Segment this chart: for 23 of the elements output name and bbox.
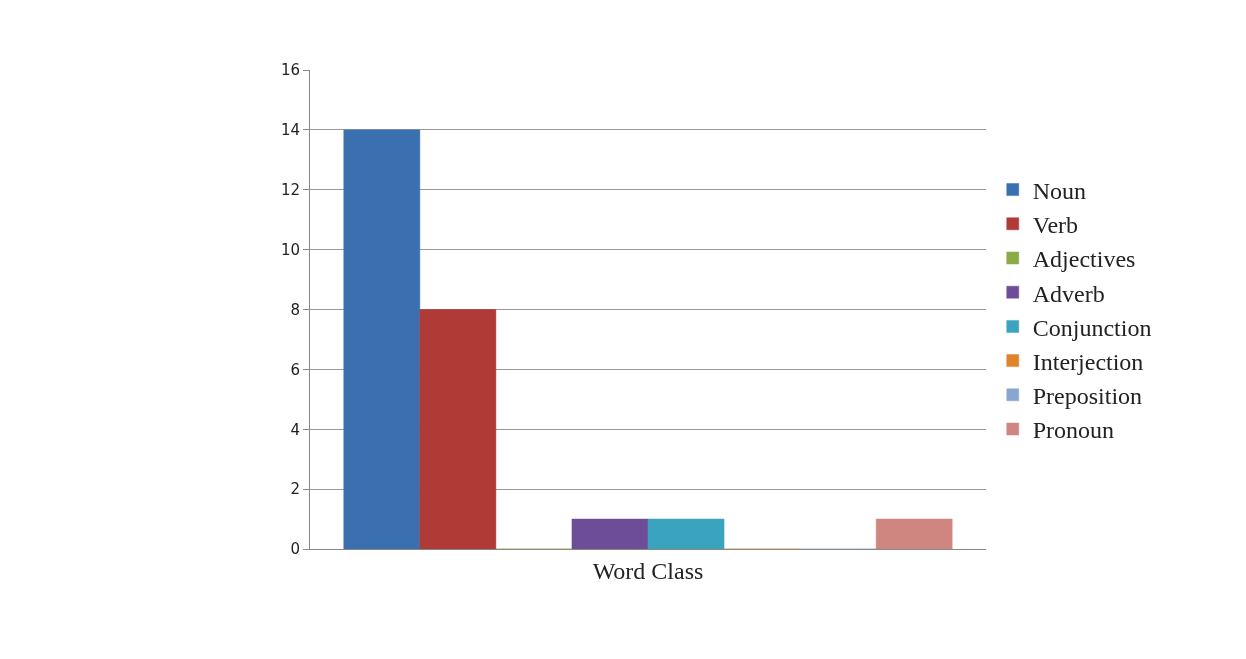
x-tick-label: Word Class (592, 557, 704, 584)
bar (571, 518, 649, 549)
bar (343, 129, 421, 549)
legend-label: Pronoun (1032, 417, 1115, 444)
legend-label: Adjectives (1032, 246, 1136, 273)
y-tick-label: 6 (290, 360, 300, 379)
legend-label: Preposition (1032, 383, 1143, 410)
y-tick-label: 16 (280, 61, 300, 80)
y-tick-label: 12 (280, 181, 300, 199)
legend-label: Noun (1032, 177, 1087, 204)
y-tick-label: 0 (290, 540, 300, 559)
y-tick-label: 4 (290, 420, 300, 439)
legend-label: Adverb (1032, 280, 1105, 307)
y-tick-label: 2 (290, 480, 300, 499)
y-tick-label: 14 (280, 121, 300, 140)
bar (875, 518, 953, 549)
y-tick-label: 8 (290, 300, 300, 319)
legend-label: Conjunction (1032, 314, 1152, 341)
bar (647, 518, 725, 549)
bar (419, 309, 497, 549)
legend-label: Interjection (1032, 348, 1144, 375)
legend-label: Verb (1032, 212, 1079, 239)
y-tick-label: 10 (280, 240, 300, 259)
